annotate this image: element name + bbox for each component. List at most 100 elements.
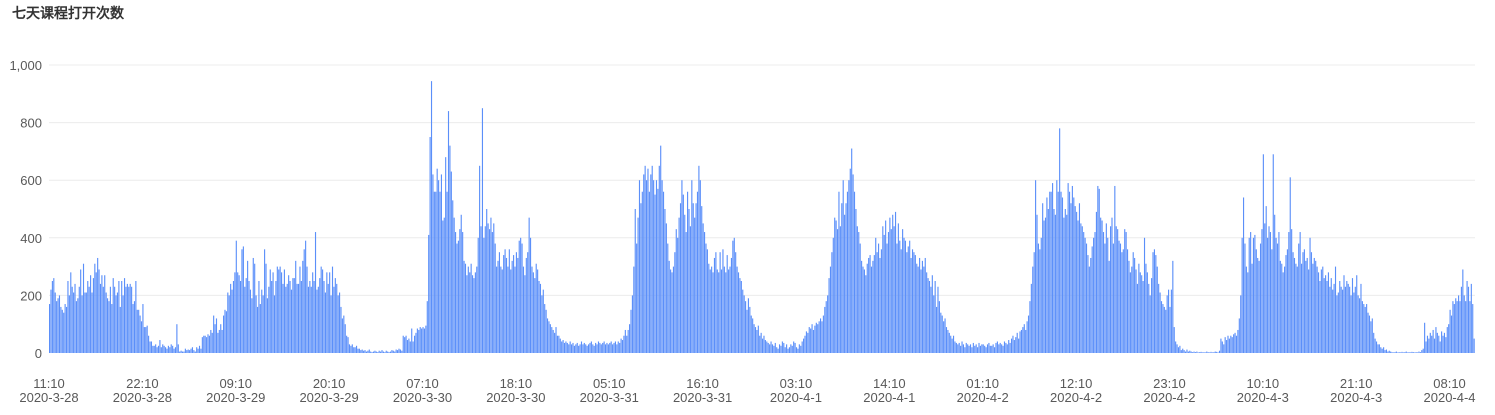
- bar[interactable]: [910, 257, 912, 353]
- bar[interactable]: [756, 329, 758, 353]
- bar[interactable]: [831, 252, 833, 353]
- bar[interactable]: [1296, 266, 1298, 353]
- bar[interactable]: [107, 298, 109, 353]
- bar[interactable]: [1404, 352, 1406, 353]
- bar[interactable]: [189, 350, 191, 353]
- bar[interactable]: [1436, 332, 1438, 353]
- bar[interactable]: [467, 266, 469, 353]
- bar[interactable]: [439, 191, 441, 353]
- bar[interactable]: [1315, 260, 1317, 353]
- bar[interactable]: [415, 332, 417, 353]
- bar[interactable]: [1300, 263, 1303, 353]
- bar[interactable]: [926, 272, 928, 353]
- bar[interactable]: [737, 272, 740, 353]
- bar[interactable]: [1271, 249, 1273, 353]
- bar[interactable]: [1088, 266, 1090, 353]
- bar[interactable]: [907, 246, 909, 353]
- bar[interactable]: [1302, 252, 1304, 353]
- bar[interactable]: [1142, 281, 1144, 353]
- bar[interactable]: [339, 292, 341, 353]
- bar[interactable]: [1261, 229, 1263, 353]
- bar[interactable]: [1087, 255, 1089, 353]
- bar[interactable]: [653, 180, 655, 353]
- bar[interactable]: [350, 345, 352, 353]
- bar[interactable]: [712, 272, 714, 353]
- bar[interactable]: [841, 203, 843, 353]
- bar[interactable]: [644, 165, 646, 353]
- bar[interactable]: [411, 328, 413, 353]
- bar[interactable]: [735, 252, 737, 353]
- bar[interactable]: [123, 278, 126, 353]
- bar[interactable]: [282, 283, 284, 353]
- bar[interactable]: [1351, 278, 1354, 353]
- bar[interactable]: [1425, 341, 1427, 353]
- bar[interactable]: [691, 180, 693, 353]
- bar[interactable]: [271, 281, 273, 353]
- bar[interactable]: [387, 351, 389, 353]
- bar[interactable]: [927, 278, 929, 353]
- bar[interactable]: [143, 327, 145, 353]
- bar[interactable]: [974, 345, 976, 353]
- bar[interactable]: [426, 301, 428, 353]
- bar[interactable]: [1207, 352, 1209, 353]
- bar[interactable]: [289, 281, 291, 353]
- bar[interactable]: [844, 214, 846, 353]
- bar[interactable]: [781, 341, 783, 353]
- bar[interactable]: [1139, 272, 1141, 353]
- bar[interactable]: [139, 315, 141, 353]
- bar[interactable]: [481, 108, 484, 353]
- bar[interactable]: [1209, 352, 1211, 353]
- bar[interactable]: [285, 286, 287, 353]
- bar[interactable]: [412, 341, 414, 353]
- bar[interactable]: [556, 335, 558, 353]
- bar[interactable]: [827, 295, 829, 353]
- bar[interactable]: [239, 281, 242, 353]
- bar[interactable]: [252, 257, 254, 353]
- bar[interactable]: [667, 243, 669, 353]
- bar[interactable]: [1010, 338, 1013, 353]
- bar[interactable]: [183, 351, 185, 353]
- bar[interactable]: [508, 249, 510, 353]
- bar[interactable]: [968, 345, 970, 353]
- bar[interactable]: [129, 283, 131, 353]
- bar[interactable]: [590, 341, 592, 353]
- bar[interactable]: [105, 292, 107, 353]
- bar[interactable]: [766, 341, 768, 353]
- bar[interactable]: [899, 240, 901, 353]
- bar[interactable]: [296, 283, 298, 353]
- bar[interactable]: [371, 352, 373, 353]
- bar[interactable]: [146, 325, 148, 353]
- bar[interactable]: [795, 347, 798, 353]
- bar[interactable]: [670, 269, 672, 353]
- bar[interactable]: [54, 292, 56, 353]
- bar[interactable]: [135, 281, 137, 353]
- bar[interactable]: [951, 338, 953, 353]
- bar[interactable]: [85, 292, 87, 353]
- bar[interactable]: [1244, 243, 1246, 353]
- bar[interactable]: [1384, 350, 1386, 353]
- bar[interactable]: [429, 137, 431, 353]
- bar[interactable]: [346, 335, 348, 353]
- bar[interactable]: [808, 327, 810, 353]
- bar[interactable]: [457, 240, 459, 353]
- bar[interactable]: [938, 301, 940, 353]
- bar[interactable]: [936, 306, 938, 353]
- bar[interactable]: [447, 111, 450, 353]
- bar[interactable]: [60, 306, 62, 353]
- bar[interactable]: [425, 325, 427, 353]
- bar[interactable]: [214, 324, 216, 353]
- bar[interactable]: [87, 281, 89, 353]
- bar[interactable]: [1429, 332, 1431, 353]
- bar[interactable]: [749, 306, 751, 353]
- bar[interactable]: [217, 332, 219, 353]
- bar[interactable]: [218, 329, 220, 353]
- bar[interactable]: [940, 312, 942, 353]
- bar[interactable]: [719, 252, 721, 353]
- bar[interactable]: [207, 334, 209, 353]
- bar[interactable]: [1042, 203, 1044, 353]
- bar[interactable]: [329, 272, 331, 353]
- bar[interactable]: [1151, 278, 1153, 353]
- bar[interactable]: [479, 165, 481, 353]
- bar[interactable]: [1126, 249, 1129, 353]
- bar[interactable]: [1003, 341, 1006, 353]
